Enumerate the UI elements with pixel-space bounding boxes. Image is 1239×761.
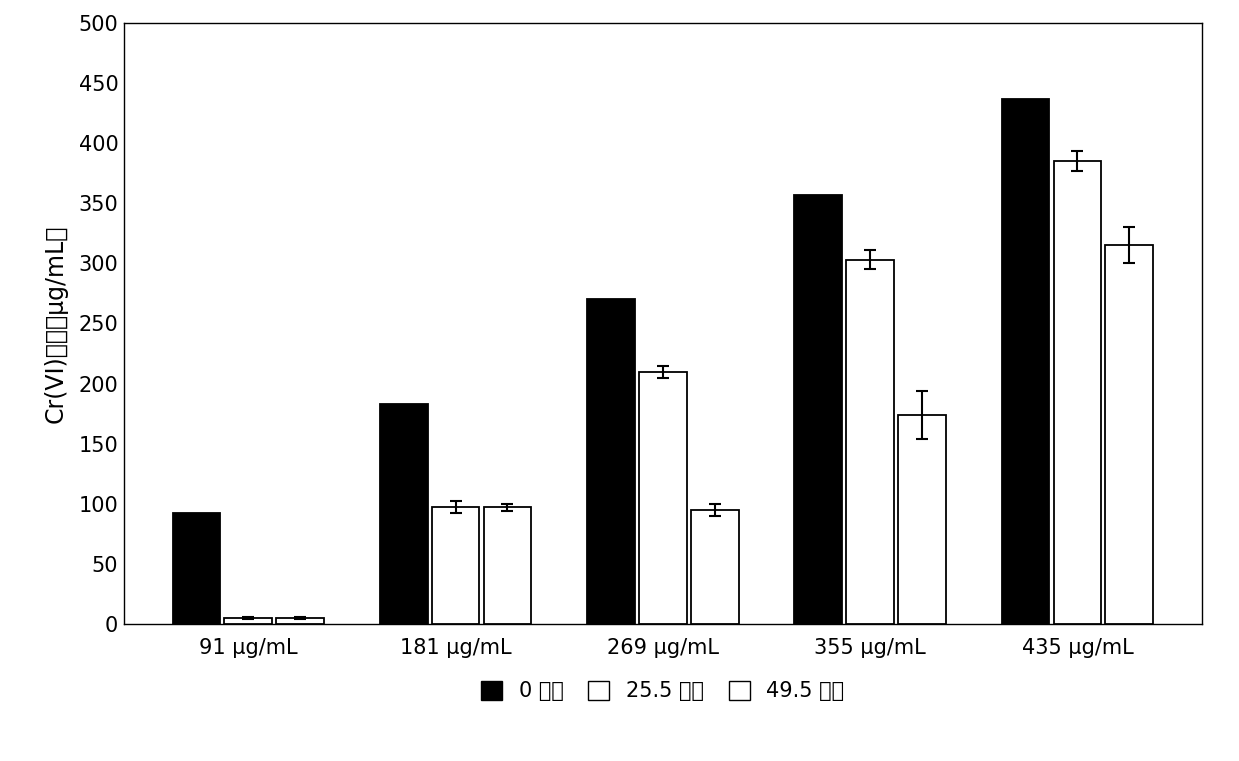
Bar [1105, 245, 1154, 624]
Legend: 0 小时, 25.5 小时, 49.5 小时: 0 小时, 25.5 小时, 49.5 小时 [473, 673, 852, 710]
Bar [794, 195, 843, 624]
Bar [380, 404, 427, 624]
Bar [276, 618, 323, 624]
Bar [639, 371, 686, 624]
Bar [1002, 99, 1049, 624]
Bar [898, 415, 945, 624]
Bar [483, 508, 532, 624]
Bar [172, 514, 221, 624]
Bar [846, 260, 895, 624]
Bar [224, 618, 273, 624]
Bar [691, 510, 738, 624]
Y-axis label: Cr(VI)含量（µg/mL）: Cr(VI)含量（µg/mL） [43, 224, 67, 422]
Bar [1053, 161, 1101, 624]
Bar [431, 508, 479, 624]
Bar [587, 299, 634, 624]
